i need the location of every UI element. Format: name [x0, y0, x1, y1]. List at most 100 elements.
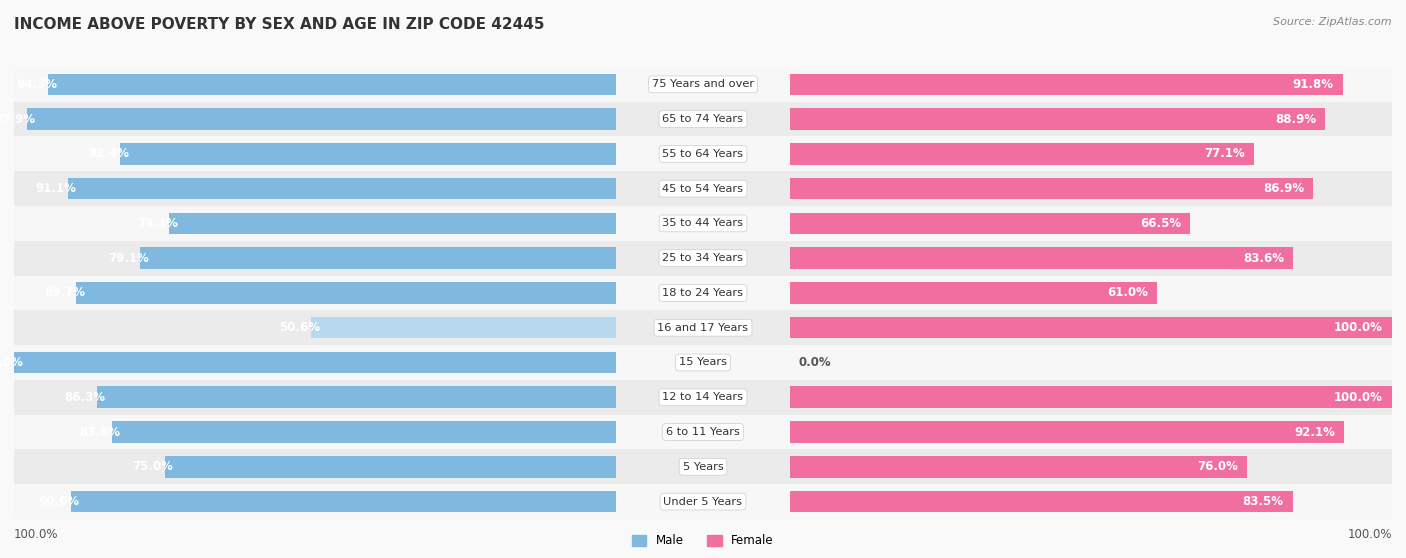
- Bar: [616, 276, 790, 310]
- Text: 91.1%: 91.1%: [35, 182, 77, 195]
- Text: 86.3%: 86.3%: [65, 391, 105, 404]
- Bar: [790, 387, 1392, 408]
- Bar: [14, 380, 616, 415]
- Legend: Male, Female: Male, Female: [627, 530, 779, 552]
- Bar: [312, 317, 616, 339]
- Bar: [14, 171, 616, 206]
- Text: 65 to 74 Years: 65 to 74 Years: [662, 114, 744, 124]
- Bar: [67, 178, 616, 199]
- Bar: [165, 456, 616, 478]
- Bar: [790, 67, 1392, 102]
- Text: 100.0%: 100.0%: [14, 528, 59, 541]
- Bar: [70, 491, 616, 512]
- Text: 75.0%: 75.0%: [132, 460, 173, 473]
- Text: 92.1%: 92.1%: [1295, 426, 1336, 439]
- Bar: [790, 247, 1294, 269]
- Text: 77.1%: 77.1%: [1205, 147, 1246, 160]
- Text: Under 5 Years: Under 5 Years: [664, 497, 742, 507]
- Text: 91.8%: 91.8%: [1292, 78, 1333, 91]
- Bar: [14, 310, 616, 345]
- Text: 15 Years: 15 Years: [679, 358, 727, 368]
- Bar: [790, 241, 1392, 276]
- Bar: [790, 143, 1254, 165]
- Text: Source: ZipAtlas.com: Source: ZipAtlas.com: [1274, 17, 1392, 27]
- Text: 66.5%: 66.5%: [1140, 217, 1181, 230]
- Text: 6 to 11 Years: 6 to 11 Years: [666, 427, 740, 437]
- Bar: [790, 345, 1392, 380]
- Text: 94.3%: 94.3%: [17, 78, 58, 91]
- Text: 25 to 34 Years: 25 to 34 Years: [662, 253, 744, 263]
- Bar: [790, 491, 1292, 512]
- Text: 74.3%: 74.3%: [136, 217, 177, 230]
- Bar: [14, 345, 616, 380]
- Bar: [790, 276, 1392, 310]
- Bar: [14, 206, 616, 241]
- Bar: [97, 387, 616, 408]
- Bar: [14, 67, 616, 102]
- Bar: [169, 213, 616, 234]
- Bar: [14, 276, 616, 310]
- Bar: [790, 178, 1313, 199]
- Bar: [14, 352, 616, 373]
- Bar: [616, 484, 790, 519]
- Bar: [616, 241, 790, 276]
- Text: 61.0%: 61.0%: [1108, 286, 1149, 300]
- Text: 89.7%: 89.7%: [44, 286, 86, 300]
- Text: 75 Years and over: 75 Years and over: [652, 79, 754, 89]
- Bar: [616, 137, 790, 171]
- Text: 55 to 64 Years: 55 to 64 Years: [662, 149, 744, 159]
- Text: 12 to 14 Years: 12 to 14 Years: [662, 392, 744, 402]
- Bar: [27, 108, 616, 130]
- Bar: [111, 421, 616, 443]
- Text: 0.0%: 0.0%: [799, 356, 831, 369]
- Bar: [616, 102, 790, 137]
- Text: 82.4%: 82.4%: [89, 147, 129, 160]
- Bar: [14, 137, 616, 171]
- Bar: [790, 449, 1392, 484]
- Bar: [14, 241, 616, 276]
- Bar: [120, 143, 616, 165]
- Bar: [790, 282, 1157, 304]
- Bar: [14, 449, 616, 484]
- Bar: [616, 310, 790, 345]
- Bar: [616, 67, 790, 102]
- Text: 35 to 44 Years: 35 to 44 Years: [662, 218, 744, 228]
- Bar: [790, 102, 1392, 137]
- Bar: [48, 74, 616, 95]
- Text: 79.1%: 79.1%: [108, 252, 149, 264]
- Bar: [790, 108, 1324, 130]
- Text: 5 Years: 5 Years: [683, 462, 723, 472]
- Bar: [790, 415, 1392, 449]
- Bar: [790, 421, 1344, 443]
- Text: 90.6%: 90.6%: [39, 495, 80, 508]
- Text: 88.9%: 88.9%: [1275, 113, 1316, 126]
- Text: 16 and 17 Years: 16 and 17 Years: [658, 323, 748, 333]
- Bar: [790, 456, 1247, 478]
- Bar: [616, 449, 790, 484]
- Bar: [616, 206, 790, 241]
- Bar: [616, 415, 790, 449]
- Text: 100.0%: 100.0%: [1347, 528, 1392, 541]
- Text: 86.9%: 86.9%: [1263, 182, 1303, 195]
- Bar: [790, 317, 1392, 339]
- Text: 50.6%: 50.6%: [280, 321, 321, 334]
- Bar: [76, 282, 616, 304]
- Bar: [139, 247, 616, 269]
- Text: 100.0%: 100.0%: [1334, 321, 1384, 334]
- Bar: [790, 171, 1392, 206]
- Bar: [616, 380, 790, 415]
- Bar: [616, 345, 790, 380]
- Text: 76.0%: 76.0%: [1198, 460, 1239, 473]
- Text: 45 to 54 Years: 45 to 54 Years: [662, 184, 744, 194]
- Bar: [790, 484, 1392, 519]
- Bar: [790, 74, 1343, 95]
- Text: 83.8%: 83.8%: [80, 426, 121, 439]
- Bar: [14, 102, 616, 137]
- Text: 100.0%: 100.0%: [1334, 391, 1384, 404]
- Bar: [14, 415, 616, 449]
- Text: INCOME ABOVE POVERTY BY SEX AND AGE IN ZIP CODE 42445: INCOME ABOVE POVERTY BY SEX AND AGE IN Z…: [14, 17, 544, 32]
- Text: 83.5%: 83.5%: [1243, 495, 1284, 508]
- Bar: [790, 310, 1392, 345]
- Text: 83.6%: 83.6%: [1243, 252, 1284, 264]
- Text: 97.9%: 97.9%: [0, 113, 35, 126]
